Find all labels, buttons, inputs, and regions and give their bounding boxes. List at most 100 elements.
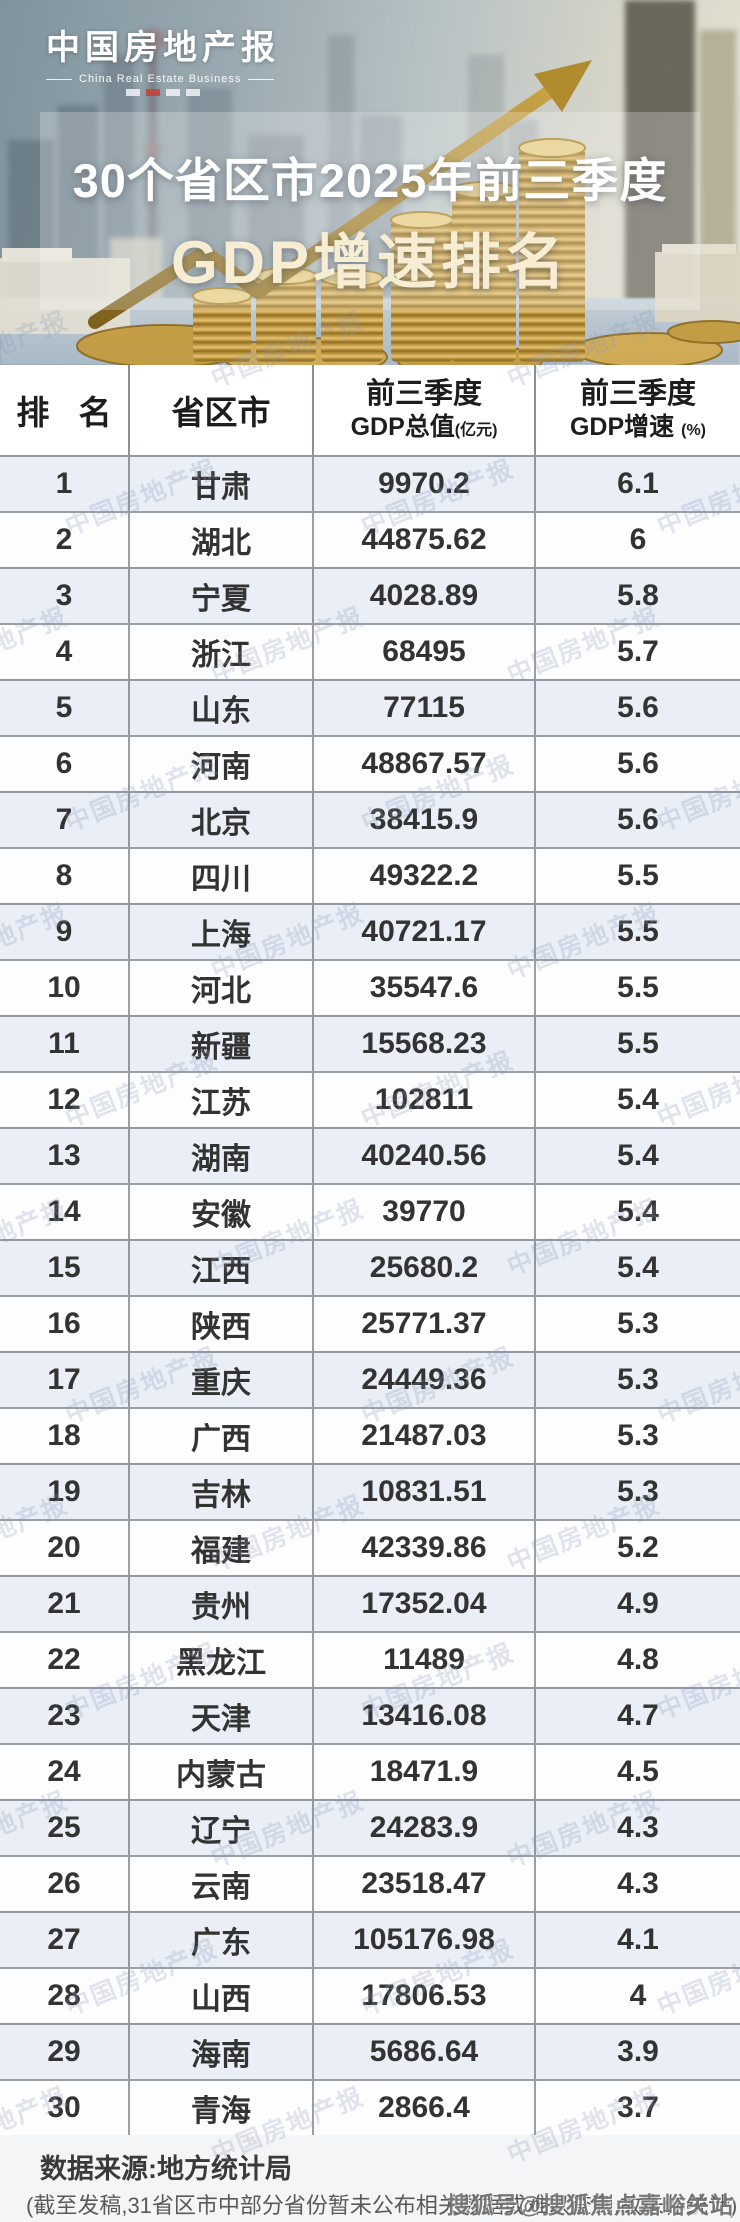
cell-gdp-total: 17806.53	[314, 1967, 536, 2023]
header-growth-line1: 前三季度	[579, 378, 696, 411]
cell-province: 江苏	[130, 1071, 314, 1127]
cell-rank: 14	[0, 1183, 130, 1239]
cell-gdp-total: 4028.89	[314, 567, 536, 623]
cell-gdp-total: 44875.62	[314, 511, 536, 567]
header-growth: 前三季度 GDP增速 (%)	[536, 365, 740, 455]
cell-rank: 21	[0, 1575, 130, 1631]
cell-gdp-total: 13416.08	[314, 1687, 536, 1743]
cell-province: 山西	[130, 1967, 314, 2023]
cell-province: 内蒙古	[130, 1743, 314, 1799]
cell-province: 江西	[130, 1239, 314, 1295]
logo-subtitle: China Real Estate Business	[79, 73, 242, 85]
cell-province: 黑龙江	[130, 1631, 314, 1687]
cell-rank: 16	[0, 1295, 130, 1351]
table-row: 17 重庆 24449.36 5.3	[0, 1351, 740, 1407]
header-rank: 排 名	[0, 365, 130, 455]
header-rank-label: 排 名	[16, 394, 122, 431]
table-row: 22 黑龙江 11489 4.8	[0, 1631, 740, 1687]
cell-gdp-total: 17352.04	[314, 1575, 536, 1631]
cell-rank: 17	[0, 1351, 130, 1407]
header-growth-unit: (%)	[681, 421, 707, 439]
cell-province: 湖南	[130, 1127, 314, 1183]
table-row: 4 浙江 68495 5.7	[0, 623, 740, 679]
cell-gdp-total: 49322.2	[314, 847, 536, 903]
cell-gdp-total: 10831.51	[314, 1463, 536, 1519]
cell-gdp-growth: 6	[536, 511, 740, 567]
cell-rank: 13	[0, 1127, 130, 1183]
cell-province: 新疆	[130, 1015, 314, 1071]
cell-province: 宁夏	[130, 567, 314, 623]
cell-rank: 20	[0, 1519, 130, 1575]
cell-rank: 30	[0, 2079, 130, 2135]
table-row: 2 湖北 44875.62 6	[0, 511, 740, 567]
cell-rank: 29	[0, 2023, 130, 2079]
logo-subtitle-row: China Real Estate Business	[46, 73, 280, 85]
cell-gdp-growth: 4.5	[536, 1743, 740, 1799]
table-row: 13 湖南 40240.56 5.4	[0, 1127, 740, 1183]
sohu-watermark: 搜狐号@搜狐焦点嘉峪关站	[446, 2192, 734, 2218]
cell-gdp-total: 35547.6	[314, 959, 536, 1015]
table-row: 8 四川 49322.2 5.5	[0, 847, 740, 903]
cell-gdp-growth: 4.9	[536, 1575, 740, 1631]
publication-logo: 中国房地产报 China Real Estate Business	[46, 20, 280, 96]
cell-province: 河南	[130, 735, 314, 791]
logo-tagline-marks	[46, 89, 280, 96]
table-row: 9 上海 40721.17 5.5	[0, 903, 740, 959]
table-row: 16 陕西 25771.37 5.3	[0, 1295, 740, 1351]
cell-province: 浙江	[130, 623, 314, 679]
cell-gdp-total: 11489	[314, 1631, 536, 1687]
cell-gdp-total: 5686.64	[314, 2023, 536, 2079]
cell-gdp-total: 40721.17	[314, 903, 536, 959]
table-row: 10 河北 35547.6 5.5	[0, 959, 740, 1015]
footer: 数据来源:地方统计局 (截至发稿,31省区市中部分省份暂未公布相关数据或难以查到…	[0, 2135, 740, 2222]
title-overlay-band	[40, 112, 700, 310]
cell-gdp-total: 15568.23	[314, 1015, 536, 1071]
table-row: 19 吉林 10831.51 5.3	[0, 1463, 740, 1519]
header-gdp-main: GDP总值	[350, 412, 455, 441]
cell-rank: 11	[0, 1015, 130, 1071]
cell-gdp-total: 18471.9	[314, 1743, 536, 1799]
logo-rule-right	[248, 78, 275, 80]
table-row: 3 宁夏 4028.89 5.8	[0, 567, 740, 623]
cell-rank: 23	[0, 1687, 130, 1743]
table-row: 20 福建 42339.86 5.2	[0, 1519, 740, 1575]
cell-gdp-growth: 5.4	[536, 1239, 740, 1295]
header-gdp-line1: 前三季度	[365, 378, 482, 411]
cell-gdp-growth: 4.8	[536, 1631, 740, 1687]
table-row: 14 安徽 39770 5.4	[0, 1183, 740, 1239]
cell-province: 陕西	[130, 1295, 314, 1351]
cell-province: 吉林	[130, 1463, 314, 1519]
cell-rank: 25	[0, 1799, 130, 1855]
cell-rank: 27	[0, 1911, 130, 1967]
header-growth-line2: GDP增速 (%)	[570, 412, 706, 442]
cell-rank: 6	[0, 735, 130, 791]
cell-rank: 3	[0, 567, 130, 623]
table-row: 12 江苏 102811 5.4	[0, 1071, 740, 1127]
header-gdp-unit: (亿元)	[454, 421, 498, 439]
cell-gdp-growth: 5.5	[536, 847, 740, 903]
cell-province: 上海	[130, 903, 314, 959]
cell-province: 贵州	[130, 1575, 314, 1631]
cell-gdp-growth: 5.4	[536, 1071, 740, 1127]
hero-header: 中国房地产报 China Real Estate Business 30个省区市…	[0, 0, 740, 365]
table-row: 30 青海 2866.4 3.7	[0, 2079, 740, 2135]
table-row: 23 天津 13416.08 4.7	[0, 1687, 740, 1743]
cell-gdp-total: 105176.98	[314, 1911, 536, 1967]
cell-gdp-growth: 5.3	[536, 1295, 740, 1351]
cell-gdp-growth: 5.6	[536, 679, 740, 735]
cell-gdp-growth: 5.3	[536, 1407, 740, 1463]
table-row: 27 广东 105176.98 4.1	[0, 1911, 740, 1967]
cell-province: 云南	[130, 1855, 314, 1911]
cell-province: 重庆	[130, 1351, 314, 1407]
cell-province: 天津	[130, 1687, 314, 1743]
table-header-row: 排 名 省区市 前三季度 GDP总值(亿元) 前三季度 GDP增速 (%)	[0, 365, 740, 455]
cell-gdp-growth: 4.1	[536, 1911, 740, 1967]
table-row: 28 山西 17806.53 4	[0, 1967, 740, 2023]
table-row: 15 江西 25680.2 5.4	[0, 1239, 740, 1295]
cell-gdp-growth: 4.3	[536, 1855, 740, 1911]
header-gdp-line2: GDP总值(亿元)	[351, 412, 498, 442]
main-title-line2: GDP增速排名	[170, 229, 570, 296]
coins-and-arrow-graphic	[0, 60, 740, 365]
table-row: 11 新疆 15568.23 5.5	[0, 1015, 740, 1071]
